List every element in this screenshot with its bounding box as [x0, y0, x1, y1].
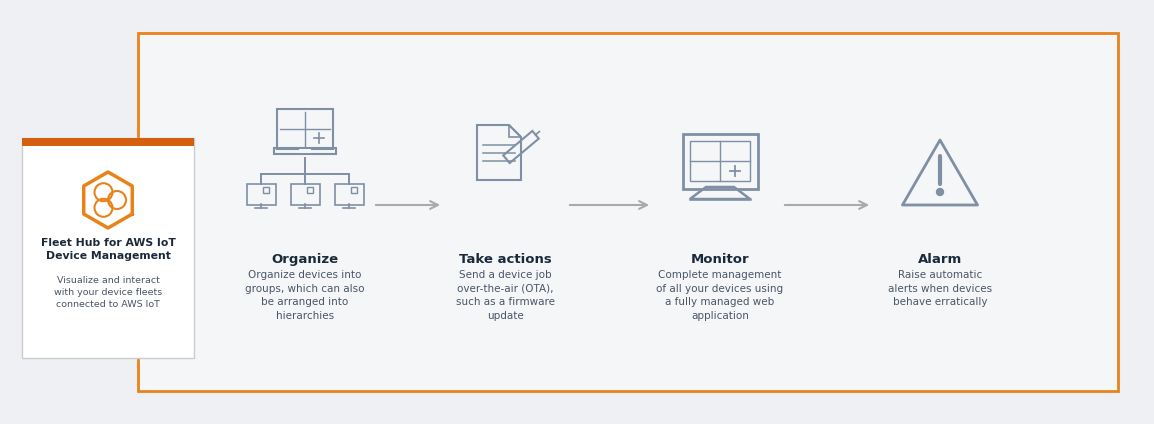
Text: Organize: Organize [271, 253, 338, 266]
Text: Raise automatic
alerts when devices
behave erratically: Raise automatic alerts when devices beha… [887, 270, 992, 307]
Text: Take actions: Take actions [458, 253, 552, 266]
FancyBboxPatch shape [138, 33, 1118, 391]
FancyBboxPatch shape [22, 138, 194, 358]
Text: Send a device job
over-the-air (OTA),
such as a firmware
update: Send a device job over-the-air (OTA), su… [456, 270, 555, 321]
Circle shape [937, 189, 944, 195]
FancyBboxPatch shape [299, 149, 310, 153]
Text: Alarm: Alarm [917, 253, 962, 266]
Text: Monitor: Monitor [691, 253, 749, 266]
Text: Organize devices into
groups, which can also
be arranged into
hierarchies: Organize devices into groups, which can … [246, 270, 365, 321]
Text: Fleet Hub for AWS IoT
Device Management: Fleet Hub for AWS IoT Device Management [40, 238, 175, 261]
Text: Complete management
of all your devices using
a fully managed web
application: Complete management of all your devices … [657, 270, 784, 321]
Text: Visualize and interact
with your device fleets
connected to AWS IoT: Visualize and interact with your device … [54, 276, 162, 309]
FancyBboxPatch shape [22, 138, 194, 146]
